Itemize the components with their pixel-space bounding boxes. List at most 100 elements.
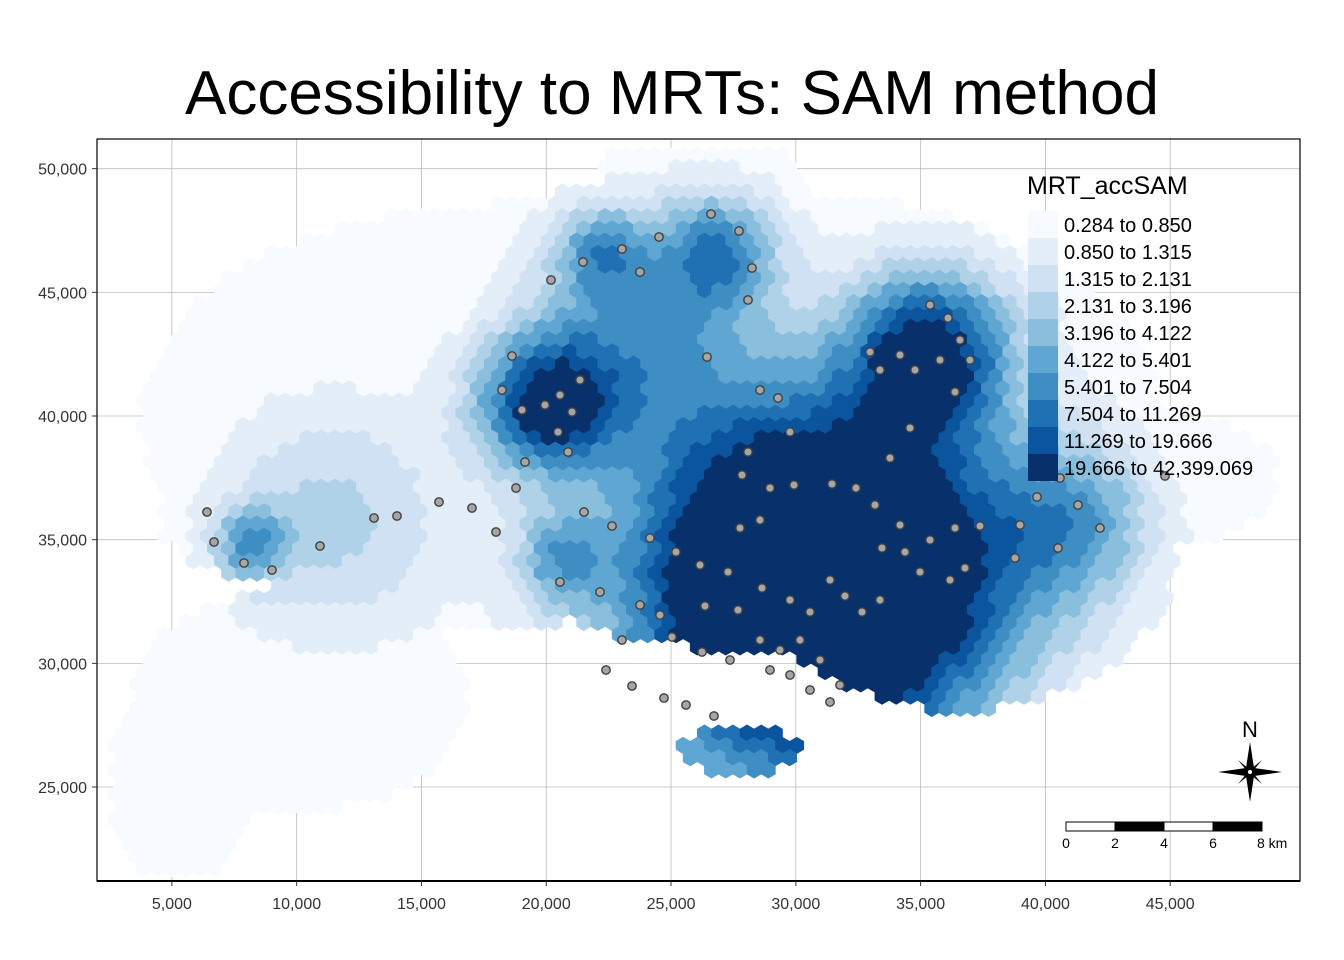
mrt-station-dot <box>595 587 605 597</box>
mrt-station-dot <box>392 511 402 521</box>
y-axis-ticks: 50,000 45,000 40,000 35,000 30,000 25,000 <box>38 162 97 797</box>
mrt-station-dot <box>935 355 945 365</box>
compass-star-icon <box>1218 742 1282 802</box>
scale-segment-2 <box>1114 821 1165 832</box>
legend-label: 0.284 to 0.850 <box>1064 215 1192 237</box>
scale-segment-4 <box>1212 821 1263 832</box>
mrt-station-dot <box>757 583 767 593</box>
legend-swatch <box>1028 211 1058 238</box>
mrt-station-dot <box>955 335 965 345</box>
mrt-station-dot <box>785 670 795 680</box>
mrt-station-dot <box>825 697 835 707</box>
mrt-station-dot <box>877 543 887 553</box>
mrt-station-dot <box>895 350 905 360</box>
mrt-station-dot <box>654 232 664 242</box>
mrt-station-dot <box>702 352 712 362</box>
legend-label: 2.131 to 3.196 <box>1064 296 1192 318</box>
scale-label-6: 6 <box>1209 835 1217 851</box>
scale-label-2: 2 <box>1111 835 1119 851</box>
mrt-station-dot <box>706 209 716 219</box>
mrt-station-dot <box>785 595 795 605</box>
scale-segment-1 <box>1065 821 1116 832</box>
y-tick-label: 50,000 <box>38 162 87 179</box>
legend-title: MRT_accSAM <box>1027 172 1188 200</box>
hex-cell <box>1250 503 1266 521</box>
mrt-station-dot <box>755 635 765 645</box>
mrt-station-dot <box>950 387 960 397</box>
mrt-station-dot <box>734 226 744 236</box>
mrt-station-dot <box>965 355 975 365</box>
mrt-station-dot <box>755 385 765 395</box>
legend-swatch <box>1028 400 1058 427</box>
x-tick-label: 35,000 <box>896 896 945 913</box>
mrt-station-dot <box>875 365 885 375</box>
mrt-station-dot <box>755 515 765 525</box>
mrt-station-dot <box>553 427 563 437</box>
mrt-station-dot <box>617 244 627 254</box>
mrt-station-dot <box>723 567 733 577</box>
mrt-station-dot <box>607 521 617 531</box>
mrt-station-dot <box>910 365 920 375</box>
mrt-station-dot <box>950 523 960 533</box>
x-tick-label: 30,000 <box>771 896 820 913</box>
mrt-station-dot <box>546 275 556 285</box>
legend-label: 1.315 to 2.131 <box>1064 269 1192 291</box>
mrt-station-dot <box>578 257 588 267</box>
mrt-station-dot <box>925 300 935 310</box>
mrt-station-dot <box>667 632 677 642</box>
mrt-station-dot <box>865 347 875 357</box>
mrt-station-dot <box>555 577 565 587</box>
mrt-station-dot <box>725 655 735 665</box>
x-tick-label: 25,000 <box>647 896 696 913</box>
hex-cell <box>547 613 563 631</box>
legend-swatch <box>1028 319 1058 346</box>
mrt-station-dot <box>895 520 905 530</box>
legend-swatch <box>1028 238 1058 265</box>
y-tick-label: 30,000 <box>38 656 87 673</box>
legend-label: 11.269 to 19.666 <box>1064 431 1213 453</box>
mrt-station-dot <box>885 453 895 463</box>
scale-bar: 0 2 4 6 8 km <box>1062 821 1287 851</box>
mrt-station-dot <box>681 700 691 710</box>
y-tick-label: 25,000 <box>38 780 87 797</box>
mrt-station-dot <box>1010 553 1020 563</box>
x-axis-ticks: 5,000 10,000 15,000 20,000 25,000 30,000 35,00… <box>152 881 1195 913</box>
mrt-station-dot <box>773 393 783 403</box>
legend-swatch <box>1028 346 1058 373</box>
mrt-station-dot <box>511 483 521 493</box>
mrt-station-dot <box>835 680 845 690</box>
mrt-station-dot <box>467 503 477 513</box>
mrt-station-dot <box>709 711 719 721</box>
mrt-station-dot <box>925 535 935 545</box>
mrt-station-dot <box>765 665 775 675</box>
mrt-station-dot <box>202 507 212 517</box>
mrt-station-dot <box>671 547 681 557</box>
mrt-station-dot <box>743 447 753 457</box>
mrt-station-dot <box>700 601 710 611</box>
legend-label: 5.401 to 7.504 <box>1064 377 1192 399</box>
mrt-station-dot <box>563 447 573 457</box>
mrt-station-dot <box>434 497 444 507</box>
hex-cell <box>1144 613 1160 631</box>
mrt-station-dot <box>795 635 805 645</box>
mrt-station-dot <box>315 541 325 551</box>
mrt-station-dot <box>655 610 665 620</box>
legend-label: 3.196 to 4.122 <box>1064 323 1192 345</box>
hex-cell <box>1229 515 1245 533</box>
mrt-station-dot <box>567 407 577 417</box>
mrt-station-dot <box>870 500 880 510</box>
hex-cell <box>1208 527 1224 545</box>
mrt-station-dot <box>507 351 517 361</box>
mrt-station-dot <box>785 427 795 437</box>
mrt-station-dot <box>540 400 550 410</box>
mrt-station-dot <box>635 600 645 610</box>
map-title: Accessibility to MRTs: SAM method <box>185 59 1159 128</box>
mrt-station-dot <box>857 607 867 617</box>
mrt-station-dot <box>825 575 835 585</box>
mrt-station-dot <box>737 470 747 480</box>
mrt-station-dot <box>555 390 565 400</box>
legend-swatch <box>1028 427 1058 454</box>
hexagon-layer <box>107 146 1280 877</box>
mrt-station-dot <box>635 267 645 277</box>
